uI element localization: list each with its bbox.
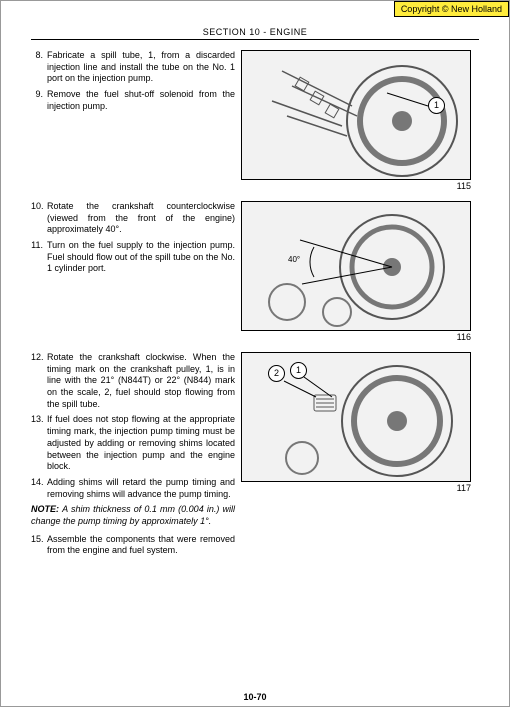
callout-2: 2	[268, 365, 285, 382]
content-block-1: 8.Fabricate a spill tube, 1, from a disc…	[31, 50, 479, 191]
text-column: 8.Fabricate a spill tube, 1, from a disc…	[31, 50, 241, 116]
note-text: A shim thickness of 0.1 mm (0.004 in.) w…	[31, 504, 235, 526]
step-11: 11.Turn on the fuel supply to the inject…	[31, 240, 235, 275]
figure-column: 2 1 117	[241, 352, 471, 493]
step-14: 14.Adding shims will retard the pump tim…	[31, 477, 235, 500]
content-block-3: 12.Rotate the crankshaft clockwise. When…	[31, 352, 479, 561]
step-9: 9.Remove the fuel shut-off solenoid from…	[31, 89, 235, 112]
section-header: SECTION 10 - ENGINE	[31, 27, 479, 39]
step-10: 10.Rotate the crankshaft counterclockwis…	[31, 201, 235, 236]
copyright-banner: Copyright © New Holland	[394, 1, 509, 17]
step-8: 8.Fabricate a spill tube, 1, from a disc…	[31, 50, 235, 85]
content-block-2: 10.Rotate the crankshaft counterclockwis…	[31, 201, 479, 342]
callout-1: 1	[428, 97, 445, 114]
page-content: SECTION 10 - ENGINE 8.Fabricate a spill …	[31, 27, 479, 686]
figure-column: 1 115	[241, 50, 471, 191]
note: NOTE: A shim thickness of 0.1 mm (0.004 …	[31, 504, 235, 527]
page-number: 10-70	[1, 692, 509, 702]
figure-number: 116	[241, 332, 471, 342]
figure-115: 1	[241, 50, 471, 180]
angle-label: 40°	[288, 255, 300, 264]
note-label: NOTE:	[31, 504, 59, 514]
figure-116: 40°	[241, 201, 471, 331]
step-15: 15.Assemble the components that were rem…	[31, 534, 235, 557]
figure-column: 40° 116	[241, 201, 471, 342]
figure-number: 115	[241, 181, 471, 191]
header-rule	[31, 39, 479, 40]
callout-1: 1	[290, 362, 307, 379]
step-12: 12.Rotate the crankshaft clockwise. When…	[31, 352, 235, 410]
text-column: 12.Rotate the crankshaft clockwise. When…	[31, 352, 241, 561]
figure-number: 117	[241, 483, 471, 493]
figure-117: 2 1	[241, 352, 471, 482]
step-13: 13.If fuel does not stop flowing at the …	[31, 414, 235, 472]
text-column: 10.Rotate the crankshaft counterclockwis…	[31, 201, 241, 279]
